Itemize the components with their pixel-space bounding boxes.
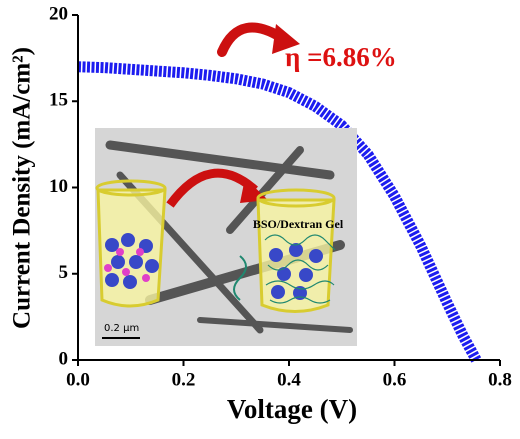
- y-tick-label: 5: [59, 262, 69, 283]
- x-tick-label: 0.8: [488, 369, 512, 390]
- y-tick-label: 10: [49, 176, 68, 197]
- scale-label: 0.2 µm: [104, 323, 139, 334]
- beaker-right: [256, 188, 336, 313]
- x-tick-label: 0.4: [277, 369, 301, 390]
- y-tick-label: 0: [59, 348, 69, 369]
- x-tick-label: 0.6: [383, 369, 407, 390]
- jv-curve: [77, 61, 482, 363]
- annotation: η =6.86%: [285, 42, 397, 72]
- x-axis-label: Voltage (V): [227, 394, 357, 424]
- annotation-arrowhead: [272, 24, 300, 54]
- beaker-left: [95, 179, 167, 308]
- y-axis-label: Current Density (mA/cm²): [9, 47, 36, 329]
- inset-image: BSO/Dextran Gel 0.2 µm: [95, 128, 357, 346]
- x-tick-label: 0.2: [172, 369, 196, 390]
- x-tick-label: 0.0: [66, 369, 90, 390]
- inset-label: BSO/Dextran Gel: [253, 217, 344, 231]
- y-tick-label: 15: [49, 90, 68, 111]
- y-tick-label: 20: [49, 3, 68, 24]
